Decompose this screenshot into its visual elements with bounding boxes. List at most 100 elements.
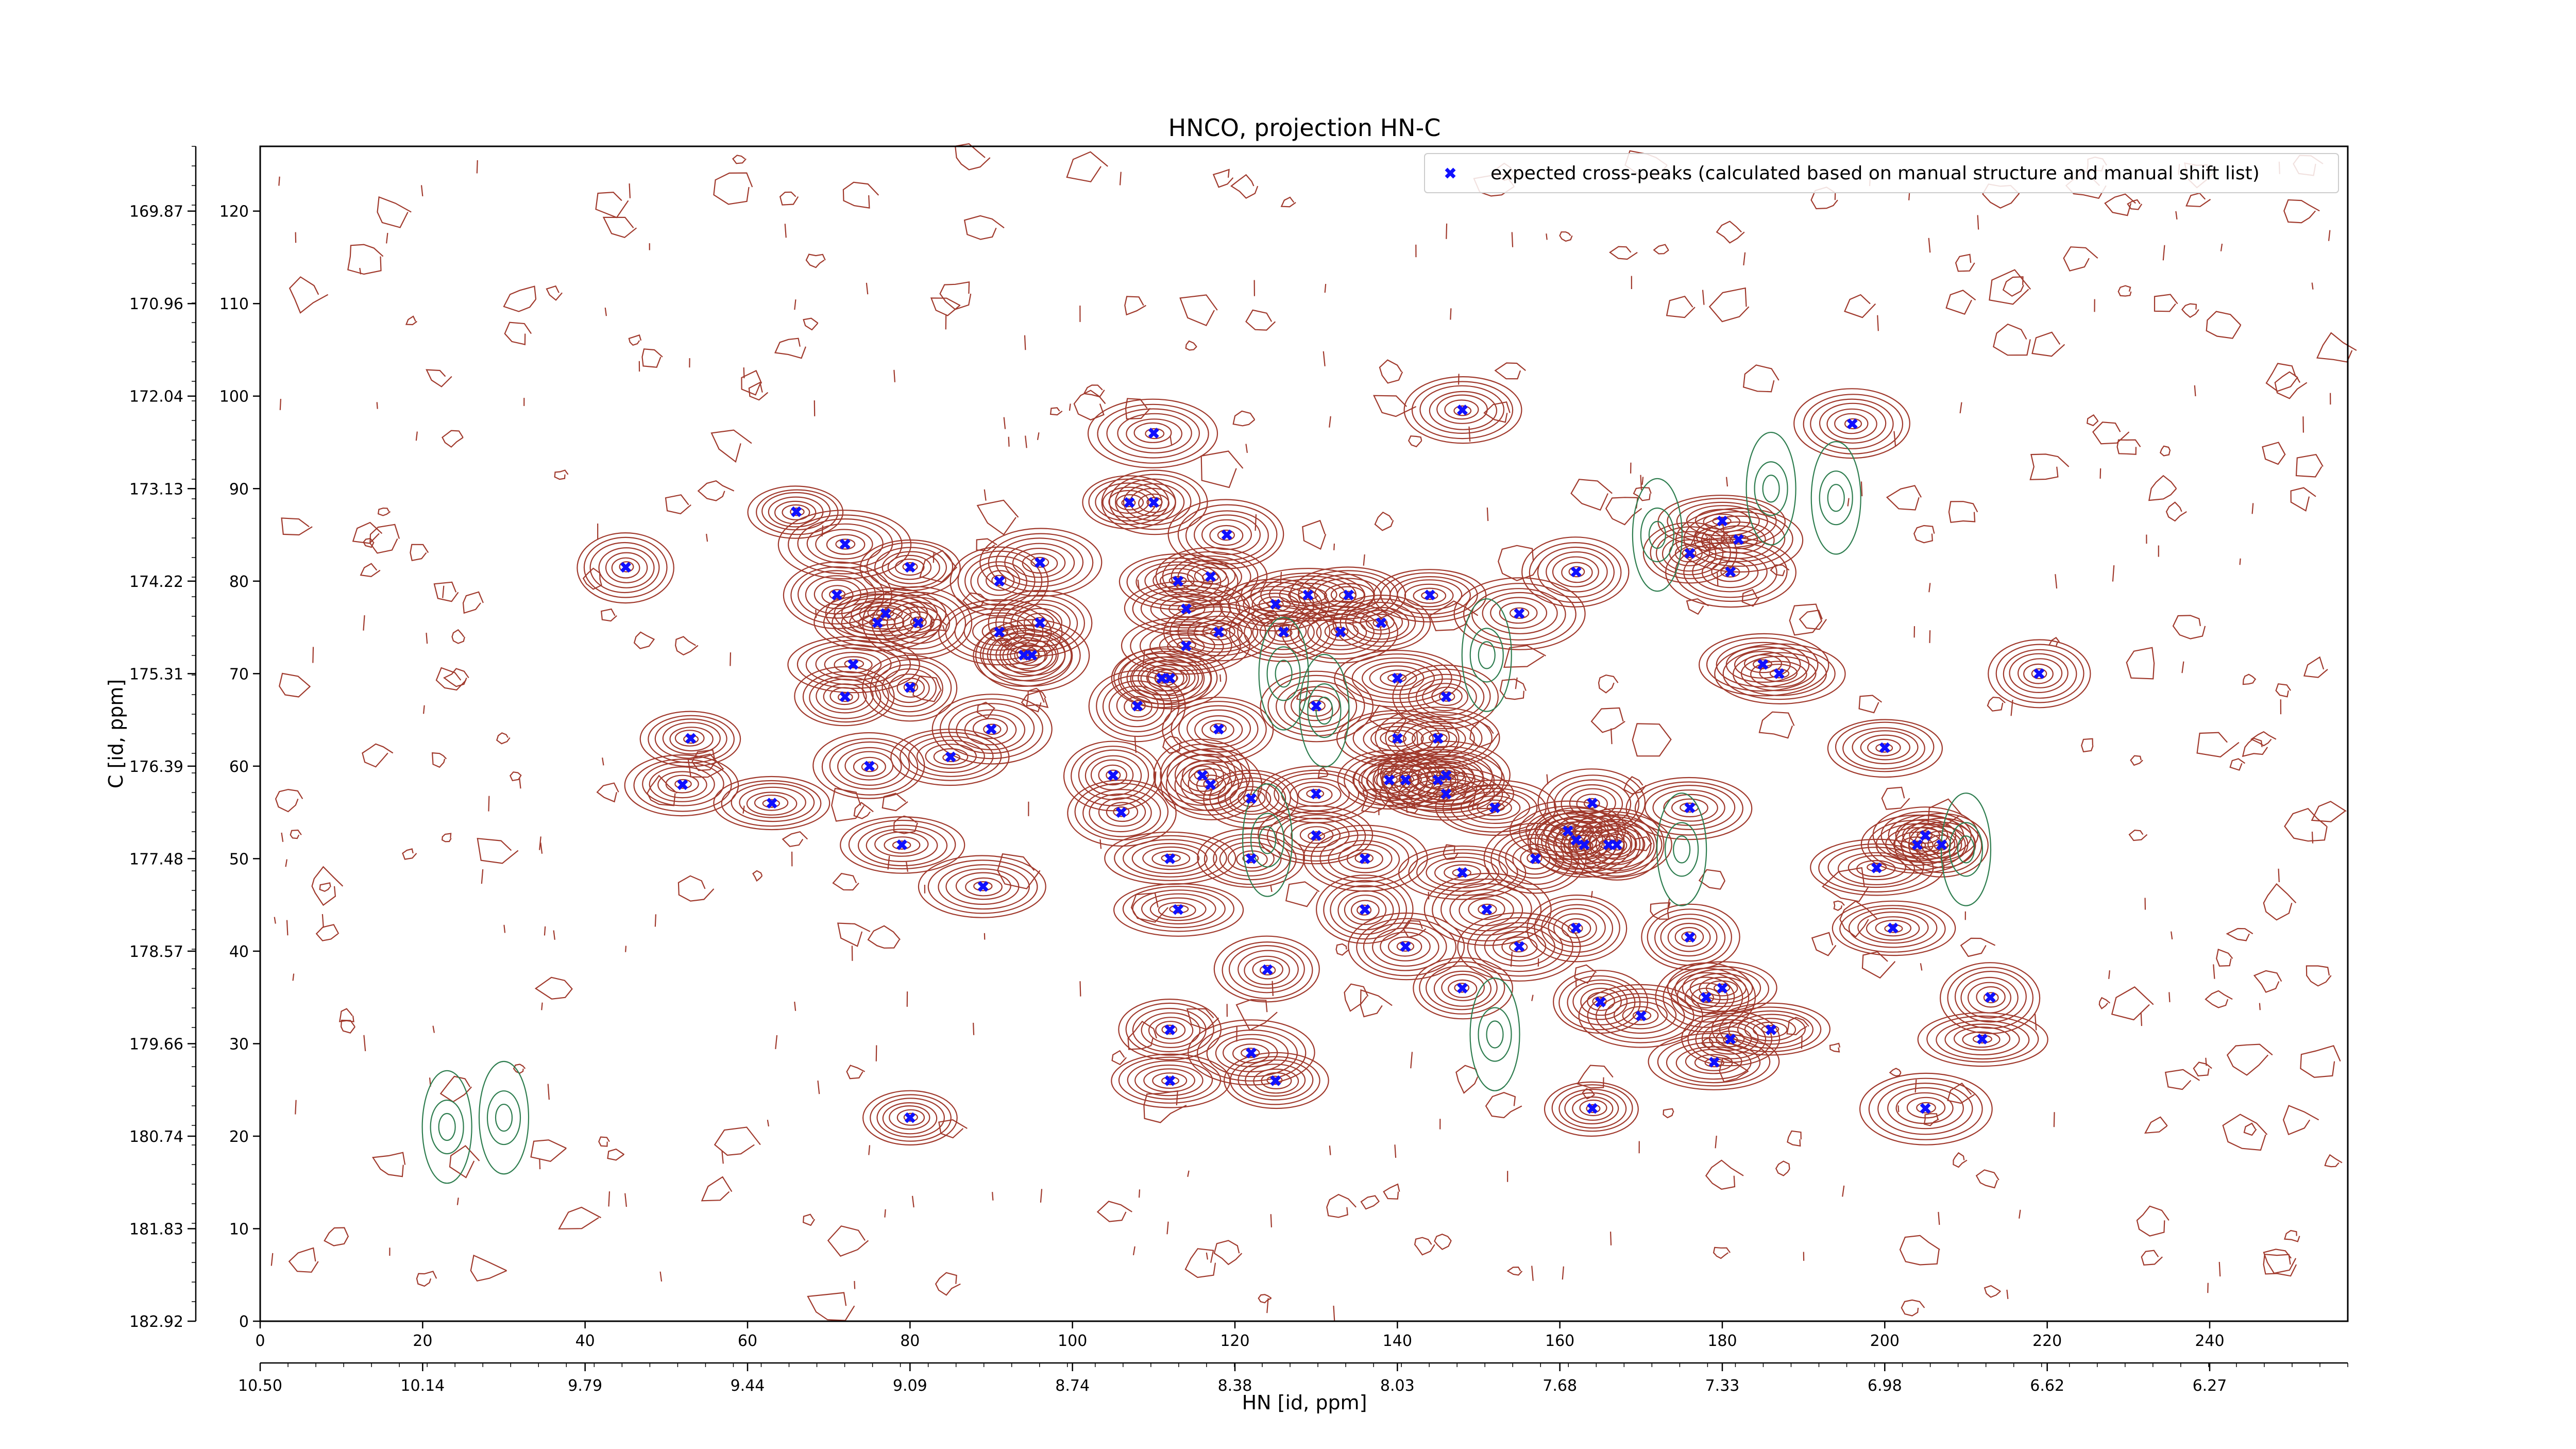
noise-contour [435,667,467,691]
peak-contour [1421,591,1438,600]
noise-contour [1230,174,1259,199]
cross-peak-marker [1456,983,1468,994]
peak-contour [1972,1034,1992,1043]
peak-contour [665,774,699,794]
peak-contour [1413,957,1514,1020]
peak-contour [1096,675,1180,737]
noise-contour [285,859,287,867]
noise-contour [2283,199,2320,224]
legend-marker [1445,167,1456,179]
noise-contour [2196,732,2240,757]
peak-contour [2031,668,2047,679]
y-tick-label: 50 [229,850,249,868]
noise-contour [1179,294,1218,326]
peak-contour [1131,843,1208,874]
peak-contour [1682,969,1761,1007]
peak-contour [1416,852,1509,892]
noise-contour [1953,1152,1968,1168]
peak-contour [624,754,739,817]
peak-contour [1185,510,1269,561]
noise-contour [596,782,619,803]
peak-contour [1139,625,1232,667]
cross-peak-marker [1432,774,1444,786]
cross-peak-marker [848,659,859,670]
peak-contour [806,523,884,564]
noise-contour [426,632,428,644]
noise-contour [607,1148,625,1161]
noise-contour [1719,1057,1749,1083]
cross-peak-marker [1302,589,1314,601]
peak-contour [1803,394,1904,454]
x-tick-label: 20 [413,1332,432,1350]
peak-contour [1206,1029,1298,1077]
peak-contour [1324,622,1359,641]
noise-contour [338,1008,354,1022]
noise-contour [1708,287,1750,323]
peak-contour [1683,547,1777,598]
peak-contour [1138,493,1170,513]
cross-peak-marker [1132,700,1143,712]
noise-contour [1096,1201,1132,1222]
noise-contour [2141,1250,2163,1266]
peak-contour [1884,924,1903,933]
noise-contour [624,1193,628,1207]
peak-contour [816,679,874,714]
noise-contour [1124,296,1146,316]
noise-contour [1984,1285,2002,1298]
peak-contour [1188,1019,1315,1086]
cross-peak-marker [1400,941,1411,952]
peak-contour [1916,1102,1936,1114]
peak-contour [1174,759,1248,812]
peak-contour [973,881,993,891]
noise-contour [2311,831,2314,844]
peak-contour [1425,965,1498,1010]
noise-contour [794,1001,796,1011]
noise-contour [340,1019,355,1034]
peak-contour [1224,781,1280,815]
peak-contour [1729,534,1749,545]
y2-tick-label: 181.83 [129,1220,183,1238]
noise-contour [1913,525,1935,544]
peak-contour [1995,644,2084,703]
cross-peak-marker [1977,1033,1988,1044]
peak-contour [939,698,1043,760]
noise-contour [451,629,465,644]
peak-contour [1397,579,1463,611]
noise-contour [1258,1294,1272,1304]
noise-contour [741,369,762,396]
peak-contour [1848,907,1938,948]
peak-contour [1722,647,1836,700]
peak-contour [821,738,919,796]
y2-tick-label: 182.92 [129,1313,183,1331]
noise-contour [954,143,991,171]
noise-contour [1877,315,1879,331]
noise-contour [539,1158,541,1170]
cross-peak-marker [872,617,883,629]
cross-peak-marker [1262,964,1273,975]
noise-contour [1486,507,1489,521]
cross-peak-marker [1392,733,1403,744]
peak-contour [1203,778,1219,790]
noise-contour [456,1198,459,1205]
peak-contour [1645,784,1736,830]
peak-contour [1209,525,1244,546]
noise-contour [1383,1183,1400,1200]
noise-contour [1219,674,1222,682]
cross-peak-marker [839,691,851,702]
peak-contour [1245,1064,1306,1097]
noise-contour [1605,497,1642,526]
peak-contour [1561,562,1593,583]
peak-contour [1634,781,1743,836]
peak-contour [1520,848,1551,870]
peak-contour [1276,628,1293,638]
cross-peak-marker [1570,566,1582,578]
peak-contour [1259,618,1307,645]
peak-contour [1088,670,1186,743]
peak-contour [1793,388,1910,459]
noise-contour [504,322,532,345]
peak-contour [1261,1072,1292,1089]
noise-contour [608,1191,611,1207]
peak-contour [1701,557,1759,588]
peak-contour [1159,572,1195,589]
peak-contour [859,539,961,597]
